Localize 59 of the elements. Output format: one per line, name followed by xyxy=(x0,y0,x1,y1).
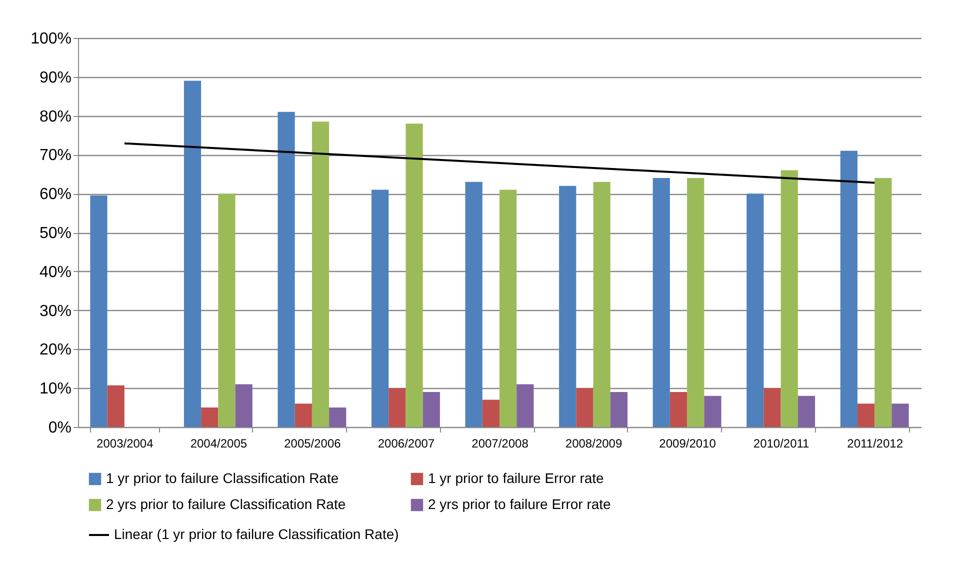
bar xyxy=(559,186,576,427)
y-tick-label: 30% xyxy=(39,302,72,320)
bar xyxy=(184,80,202,427)
bar xyxy=(516,384,534,427)
x-tick-label: 2008/2009 xyxy=(565,436,622,450)
bar xyxy=(746,194,764,427)
bar xyxy=(107,385,124,427)
legend-label: 1 yr prior to failure Classification Rate xyxy=(106,470,339,486)
y-tick-label: 50% xyxy=(39,225,72,242)
bar xyxy=(670,392,688,427)
x-tick-label: 2006/2007 xyxy=(378,436,435,450)
y-tick-label: 60% xyxy=(39,186,72,204)
y-tick-label: 40% xyxy=(39,264,72,281)
bar xyxy=(874,178,892,427)
bar xyxy=(840,150,858,427)
bar xyxy=(465,182,482,427)
bar xyxy=(704,396,722,427)
bar xyxy=(388,388,406,427)
bar xyxy=(406,124,423,427)
bar xyxy=(329,408,346,427)
bar xyxy=(235,384,252,427)
bar xyxy=(278,112,295,427)
bar xyxy=(892,404,909,427)
bar xyxy=(764,388,781,427)
legend-label: 1 yr prior to failure Error rate xyxy=(428,470,604,486)
y-tick-label: 80% xyxy=(39,108,72,126)
legend-label: 2 yrs prior to failure Error rate xyxy=(428,496,612,512)
bar xyxy=(294,404,312,427)
x-tick-label: 2009/2010 xyxy=(659,436,716,450)
bar xyxy=(312,122,330,427)
bar xyxy=(652,178,670,427)
bar xyxy=(218,194,236,427)
y-tick-label: 10% xyxy=(39,380,72,398)
bar xyxy=(780,170,798,427)
y-tick-label: 100% xyxy=(30,30,72,48)
legend-label: 2 yrs prior to failure Classification Rate xyxy=(106,496,346,512)
x-tick-label: 2007/2008 xyxy=(472,436,529,450)
x-tick-label: 2005/2006 xyxy=(284,436,342,450)
bar xyxy=(610,392,628,427)
legend-label: Linear (1 yr prior to failure Classification Rate) xyxy=(114,526,399,542)
bar xyxy=(593,182,610,427)
bar xyxy=(90,196,108,427)
bar xyxy=(372,190,389,427)
x-tick-label: 2003/2004 xyxy=(96,436,154,450)
bar xyxy=(798,396,816,427)
y-tick-label: 90% xyxy=(39,69,72,86)
bar xyxy=(857,404,875,427)
y-tick-label: 20% xyxy=(39,342,72,359)
bar xyxy=(422,392,440,427)
y-tick-label: 70% xyxy=(39,147,72,164)
x-tick-label: 2011/2012 xyxy=(847,436,904,450)
bar xyxy=(576,388,594,427)
bar xyxy=(201,408,218,427)
x-tick-label: 2004/2005 xyxy=(190,436,248,450)
bar xyxy=(687,178,704,427)
bar xyxy=(500,190,517,427)
x-tick-label: 2010/2011 xyxy=(753,436,810,450)
bar xyxy=(482,400,500,427)
y-tick-label: 0% xyxy=(48,420,72,436)
